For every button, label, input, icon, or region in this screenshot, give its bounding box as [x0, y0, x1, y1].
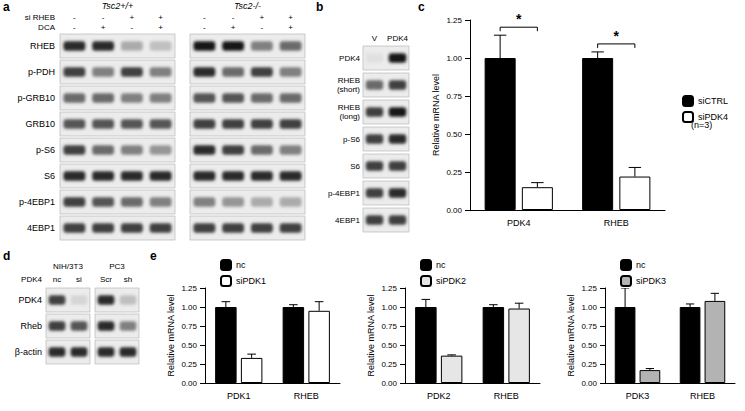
- svg-text:(n=3): (n=3): [691, 119, 713, 130]
- svg-text:siPDK4: siPDK4: [698, 112, 728, 122]
- svg-text:0.00: 0.00: [581, 379, 597, 388]
- svg-text:1.25: 1.25: [381, 284, 397, 293]
- svg-text:+: +: [130, 13, 135, 22]
- svg-text:NIH/3T3: NIH/3T3: [53, 262, 83, 271]
- svg-text:RHEB: RHEB: [690, 391, 715, 401]
- svg-text:+: +: [101, 23, 106, 32]
- svg-text:+: +: [231, 23, 236, 32]
- svg-text:si: si: [76, 275, 82, 284]
- svg-text:a: a: [3, 0, 10, 14]
- svg-text:-: -: [102, 13, 105, 22]
- svg-text:nc: nc: [236, 260, 246, 270]
- svg-text:1.25: 1.25: [181, 284, 197, 293]
- svg-text:+: +: [158, 23, 163, 32]
- svg-text:0.25: 0.25: [381, 360, 397, 369]
- svg-text:0.00: 0.00: [381, 379, 397, 388]
- svg-text:Rheb: Rheb: [20, 321, 42, 331]
- svg-text:β-actin: β-actin: [15, 347, 42, 357]
- svg-text:1.00: 1.00: [581, 303, 597, 312]
- svg-text:-: -: [203, 23, 206, 32]
- svg-text:nc: nc: [636, 260, 646, 270]
- svg-text:RHEB: RHEB: [294, 391, 319, 401]
- svg-text:-: -: [203, 13, 206, 22]
- svg-text:Relative mRNA level: Relative mRNA level: [166, 294, 176, 376]
- svg-text:p-GRB10: p-GRB10: [17, 93, 55, 103]
- svg-text:nc: nc: [436, 260, 446, 270]
- svg-text:4EBP1: 4EBP1: [27, 223, 55, 233]
- svg-text:Relative mRNA level: Relative mRNA level: [366, 294, 376, 376]
- svg-text:PDK4: PDK4: [21, 275, 42, 284]
- svg-text:RHEB: RHEB: [494, 391, 519, 401]
- svg-text:p-4EBP1: p-4EBP1: [19, 197, 55, 207]
- svg-text:0.75: 0.75: [381, 322, 397, 331]
- svg-text:RHEB(long): RHEB(long): [338, 103, 361, 121]
- svg-text:V: V: [372, 34, 378, 43]
- svg-text:PDK4: PDK4: [18, 295, 42, 305]
- svg-text:0.75: 0.75: [446, 92, 462, 101]
- svg-text:0.50: 0.50: [381, 341, 397, 350]
- svg-text:PDK4: PDK4: [387, 34, 408, 43]
- svg-text:1.00: 1.00: [446, 54, 462, 63]
- svg-text:-: -: [261, 23, 264, 32]
- svg-text:-: -: [73, 23, 76, 32]
- svg-text:siCTRL: siCTRL: [698, 96, 728, 106]
- svg-text:0.00: 0.00: [181, 379, 197, 388]
- svg-text:si RHEB: si RHEB: [25, 13, 55, 22]
- svg-text:e: e: [150, 249, 157, 263]
- svg-text:nc: nc: [53, 275, 61, 284]
- svg-text:c: c: [418, 0, 425, 14]
- svg-text:4EBP1: 4EBP1: [335, 216, 360, 225]
- svg-text:*: *: [516, 11, 522, 27]
- svg-text:PDK3: PDK3: [626, 391, 650, 401]
- svg-text:S6: S6: [44, 171, 55, 181]
- svg-text:p-S6: p-S6: [343, 135, 360, 144]
- svg-text:0.25: 0.25: [581, 360, 597, 369]
- svg-text:+: +: [288, 23, 293, 32]
- svg-text:b: b: [316, 0, 323, 14]
- svg-text:0.75: 0.75: [581, 322, 597, 331]
- svg-text:GRB10: GRB10: [25, 119, 55, 129]
- svg-text:S6: S6: [350, 162, 360, 171]
- svg-text:0.50: 0.50: [581, 341, 597, 350]
- svg-text:RHEB: RHEB: [30, 41, 55, 51]
- svg-text:Relative mRNA level: Relative mRNA level: [566, 294, 576, 376]
- svg-text:siPDK2: siPDK2: [436, 276, 466, 286]
- svg-text:Scr: Scr: [100, 275, 112, 284]
- svg-text:0.50: 0.50: [446, 130, 462, 139]
- svg-text:d: d: [3, 249, 10, 263]
- svg-text:p-S6: p-S6: [36, 145, 55, 155]
- svg-text:1.00: 1.00: [381, 303, 397, 312]
- svg-text:PDK1: PDK1: [227, 391, 251, 401]
- svg-text:RHEB(short): RHEB(short): [337, 76, 360, 94]
- svg-text:1.25: 1.25: [446, 16, 462, 25]
- svg-text:0.50: 0.50: [181, 341, 197, 350]
- svg-text:0.25: 0.25: [181, 360, 197, 369]
- svg-text:p-4EBP1: p-4EBP1: [328, 189, 361, 198]
- svg-text:*: *: [614, 28, 620, 44]
- svg-text:-: -: [232, 13, 235, 22]
- svg-text:0.25: 0.25: [446, 168, 462, 177]
- svg-text:+: +: [158, 13, 163, 22]
- svg-text:+: +: [288, 13, 293, 22]
- svg-text:1.00: 1.00: [181, 303, 197, 312]
- svg-text:PDK2: PDK2: [427, 391, 451, 401]
- svg-text:Relative mRNA level: Relative mRNA level: [431, 74, 441, 156]
- svg-text:siPDK3: siPDK3: [636, 276, 666, 286]
- svg-text:PC3: PC3: [109, 262, 125, 271]
- svg-text:PDK4: PDK4: [339, 54, 360, 63]
- svg-text:-: -: [73, 13, 76, 22]
- svg-text:sh: sh: [124, 275, 132, 284]
- svg-text:p-PDH: p-PDH: [28, 67, 55, 77]
- svg-text:siPDK1: siPDK1: [236, 276, 266, 286]
- svg-text:RHEB: RHEB: [604, 218, 629, 228]
- svg-text:-: -: [131, 23, 134, 32]
- svg-text:+: +: [260, 13, 265, 22]
- svg-text:Tsc2-/-: Tsc2-/-: [234, 1, 261, 11]
- svg-text:Tsc2+/+: Tsc2+/+: [102, 1, 134, 11]
- svg-text:DCA: DCA: [38, 23, 56, 32]
- svg-text:0.00: 0.00: [446, 206, 462, 215]
- svg-text:0.75: 0.75: [181, 322, 197, 331]
- svg-text:1.25: 1.25: [581, 284, 597, 293]
- svg-text:PDK4: PDK4: [507, 218, 531, 228]
